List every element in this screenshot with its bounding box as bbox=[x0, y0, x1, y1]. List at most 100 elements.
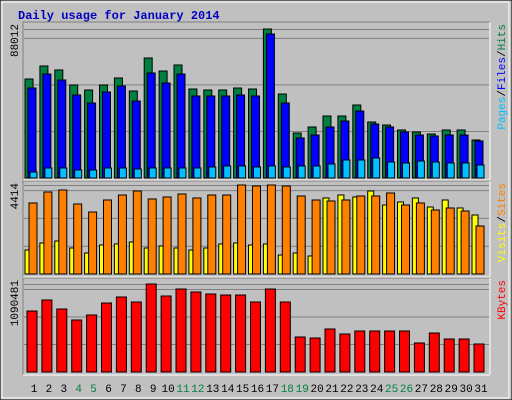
bar bbox=[235, 294, 247, 373]
bar bbox=[43, 191, 53, 275]
bar bbox=[29, 171, 38, 179]
bar bbox=[117, 194, 127, 275]
bar bbox=[443, 338, 455, 373]
bar bbox=[222, 194, 232, 275]
bar bbox=[208, 166, 217, 179]
bar bbox=[415, 202, 425, 275]
bar bbox=[386, 192, 396, 275]
bar bbox=[372, 157, 381, 179]
bar bbox=[327, 163, 336, 179]
bar bbox=[294, 336, 306, 373]
legend-entry: Hits bbox=[497, 24, 509, 50]
x-tick-label: 17 bbox=[266, 384, 279, 396]
legend-entry: Sites bbox=[497, 183, 509, 216]
bar bbox=[206, 95, 216, 179]
bar bbox=[252, 185, 261, 275]
bar bbox=[279, 301, 291, 373]
bar bbox=[401, 204, 410, 275]
bar bbox=[42, 73, 52, 179]
bar bbox=[223, 165, 232, 179]
x-tick-label: 16 bbox=[251, 384, 264, 396]
bar bbox=[387, 161, 396, 179]
bar bbox=[177, 193, 187, 275]
bar bbox=[115, 296, 127, 373]
bar bbox=[190, 291, 202, 373]
x-tick-label: 18 bbox=[281, 384, 294, 396]
bar bbox=[267, 165, 276, 179]
bar bbox=[297, 165, 306, 179]
bar bbox=[72, 94, 82, 179]
x-tick-label: 24 bbox=[370, 384, 384, 396]
x-tick-label: 2 bbox=[46, 384, 53, 396]
bar bbox=[41, 299, 53, 373]
legend: KBytes bbox=[497, 280, 509, 320]
bar bbox=[103, 199, 112, 275]
bar bbox=[131, 100, 141, 179]
bar bbox=[205, 293, 217, 373]
bar bbox=[281, 185, 291, 275]
legend-entry: Pages bbox=[497, 97, 509, 130]
x-tick-label: 26 bbox=[400, 384, 413, 396]
bar bbox=[413, 342, 425, 373]
bar bbox=[311, 199, 321, 275]
bar bbox=[88, 211, 98, 275]
x-tick-label: 15 bbox=[236, 384, 249, 396]
bar bbox=[369, 330, 381, 373]
bar bbox=[191, 95, 201, 179]
bar bbox=[160, 295, 172, 373]
bar bbox=[473, 343, 485, 373]
x-tick-label: 27 bbox=[415, 384, 428, 396]
bar bbox=[145, 283, 157, 373]
bar bbox=[250, 301, 261, 373]
bar bbox=[458, 338, 470, 373]
bar bbox=[176, 73, 186, 179]
x-tick-label: 1 bbox=[31, 384, 38, 396]
legend-entry: KBytes bbox=[497, 280, 509, 320]
bar bbox=[237, 184, 247, 275]
bar bbox=[309, 337, 321, 373]
bar bbox=[89, 169, 98, 179]
bar bbox=[341, 199, 351, 275]
legend: Visits/Sites bbox=[497, 183, 509, 262]
bar bbox=[326, 200, 336, 275]
x-tick-label: 9 bbox=[150, 384, 157, 396]
bar bbox=[130, 301, 142, 373]
chart-title: Daily usage for January 2014 bbox=[18, 9, 220, 23]
bar bbox=[342, 159, 351, 179]
bar bbox=[266, 184, 276, 275]
bar bbox=[104, 167, 112, 179]
legend-separator: / bbox=[497, 216, 509, 223]
bar bbox=[86, 314, 98, 373]
bar bbox=[324, 328, 336, 373]
bar bbox=[148, 167, 157, 179]
x-tick-label: 7 bbox=[120, 384, 127, 396]
bar bbox=[312, 165, 321, 179]
x-tick-label: 20 bbox=[310, 384, 323, 396]
bar bbox=[416, 160, 425, 179]
bar bbox=[26, 310, 38, 373]
bar bbox=[251, 95, 260, 179]
bar bbox=[354, 330, 366, 373]
bar bbox=[71, 319, 83, 373]
x-tick-label: 13 bbox=[206, 384, 219, 396]
x-tick-label: 10 bbox=[161, 384, 174, 396]
x-tick-label: 23 bbox=[355, 384, 368, 396]
y-tick-label: 1090481 bbox=[10, 280, 22, 327]
legend-separator: / bbox=[497, 90, 509, 97]
x-tick-label: 29 bbox=[445, 384, 458, 396]
bar bbox=[399, 330, 410, 373]
bar bbox=[476, 164, 485, 179]
legend-entry: Files bbox=[497, 57, 509, 90]
legend-separator: / bbox=[497, 50, 509, 57]
bar bbox=[475, 225, 485, 275]
bar bbox=[428, 332, 440, 373]
bar bbox=[220, 294, 232, 373]
bar bbox=[116, 85, 126, 179]
bar bbox=[460, 210, 470, 275]
x-tick-label: 11 bbox=[176, 384, 190, 396]
bar bbox=[445, 207, 455, 275]
x-tick-label: 30 bbox=[459, 384, 472, 396]
legend: Pages/Files/Hits bbox=[497, 24, 509, 130]
